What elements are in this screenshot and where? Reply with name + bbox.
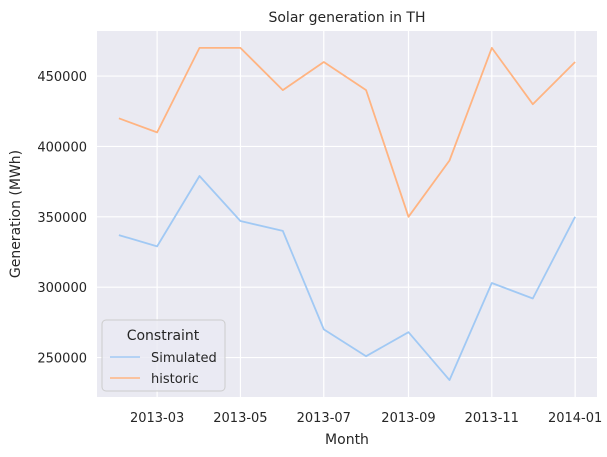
series-line-simulated [118,175,576,382]
x-tick-label: 2014-01 [548,411,602,426]
y-tick-labels: 250000 300000 350000 400000 450000 [37,70,87,367]
x-tick-labels: 2013-03 2013-05 2013-07 2013-09 2013-11 2014-… [130,411,602,426]
legend-box [101,319,226,392]
x-tick-label: 2013-03 [130,411,184,426]
y-axis-label: Generation (MWh) [8,150,24,278]
legend-title: Constraint [127,328,200,344]
x-axis-label: Month [325,432,369,448]
legend-label-simulated: Simulated [151,351,217,366]
y-tick-label: 450000 [37,70,87,85]
x-tick-label: 2013-09 [381,411,435,426]
y-tick-label: 300000 [37,281,87,296]
x-tick-label: 2013-05 [213,411,267,426]
series-line-historic [118,47,576,218]
series-lines [118,47,576,382]
y-tick-label: 350000 [37,211,87,226]
legend-label-historic: historic [151,372,199,387]
legend: Constraint Simulated historic [101,319,226,392]
y-tick-label: 250000 [37,352,87,367]
grid-lines [97,31,597,397]
chart-title: Solar generation in TH [268,10,425,26]
x-tick-label: 2013-07 [297,411,351,426]
y-tick-label: 400000 [37,140,87,155]
x-tick-label: 2013-11 [465,411,519,426]
